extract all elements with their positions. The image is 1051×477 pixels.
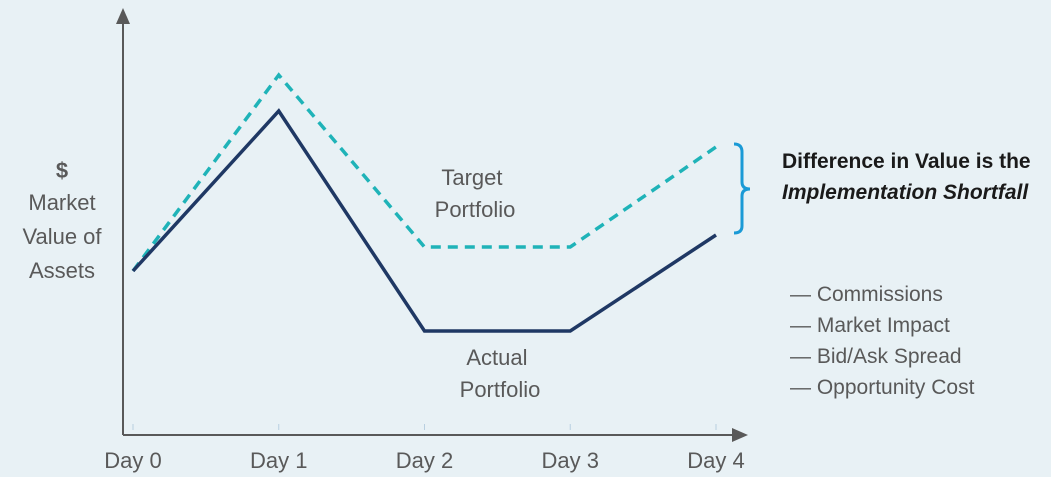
x-tick-label: Day 3 xyxy=(542,448,599,473)
x-tick-label: Day 2 xyxy=(396,448,453,473)
component-list: — Commissions — Market Impact — Bid/Ask Sp… xyxy=(790,279,974,403)
y-label: Value of xyxy=(22,224,102,249)
y-label: Market xyxy=(28,190,95,215)
y-axis-arrow xyxy=(116,8,130,24)
y-label: Assets xyxy=(29,258,95,283)
annotation: Difference in Value is the Implementatio… xyxy=(782,146,1044,208)
bracket xyxy=(733,142,751,235)
series-line xyxy=(131,108,717,333)
component-item: — Commissions xyxy=(790,283,943,306)
annotation-text: Difference in Value is the xyxy=(782,150,1031,173)
x-axis-arrow xyxy=(732,428,748,442)
x-tick-label: Day 1 xyxy=(250,448,307,473)
annotation-emphasis: Implementation Shortfall xyxy=(782,181,1029,204)
series-label: Target Portfolio xyxy=(435,165,516,222)
series-line xyxy=(131,72,717,273)
x-tick-label: Day 4 xyxy=(687,448,744,473)
component-item: — Market Impact xyxy=(790,314,950,337)
y-label-symbol: $ xyxy=(56,158,68,183)
component-item: — Bid/Ask Spread xyxy=(790,345,962,368)
component-item: — Opportunity Cost xyxy=(790,376,975,399)
x-tick-label: Day 0 xyxy=(104,448,161,473)
series-label: Actual Portfolio xyxy=(460,345,541,402)
